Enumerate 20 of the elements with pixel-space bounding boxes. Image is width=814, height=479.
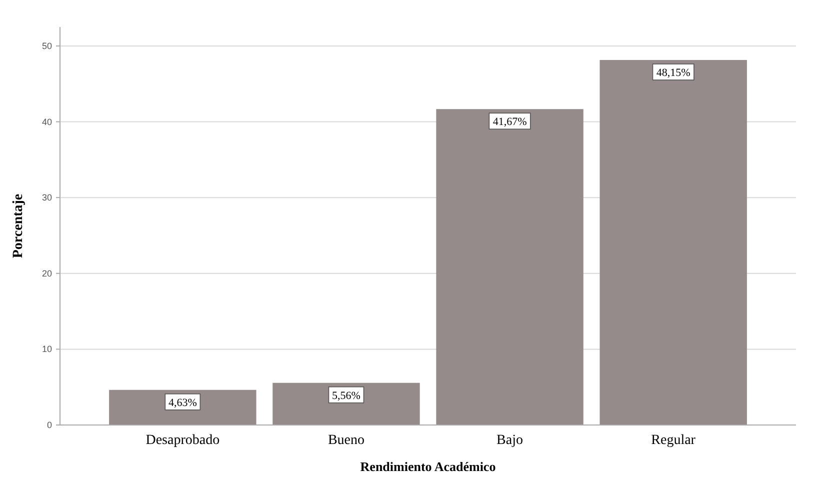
bar <box>436 109 584 425</box>
bar <box>600 60 747 425</box>
x-tick-label: Bajo <box>496 433 524 448</box>
bar <box>272 382 420 425</box>
data-label: 48,15% <box>656 66 690 79</box>
y-tick-label: 50 <box>42 40 52 51</box>
x-axis-title: Rendimiento Académico <box>360 459 496 474</box>
y-tick-label: 40 <box>42 116 52 127</box>
y-tick-label: 0 <box>46 420 52 430</box>
x-tick-label: Bueno <box>328 433 365 448</box>
data-label: 4,63% <box>168 396 197 409</box>
data-label: 41,67% <box>492 116 527 128</box>
y-tick-label: 20 <box>42 268 52 278</box>
y-tick-label: 30 <box>42 192 52 203</box>
y-tick-label: 10 <box>42 344 52 354</box>
data-label: 5,56% <box>332 390 360 402</box>
y-axis-title: Porcentaje <box>11 194 26 258</box>
bar <box>109 390 256 425</box>
x-tick-label: Desaprobado <box>146 433 220 448</box>
x-tick-label: Regular <box>651 433 696 448</box>
